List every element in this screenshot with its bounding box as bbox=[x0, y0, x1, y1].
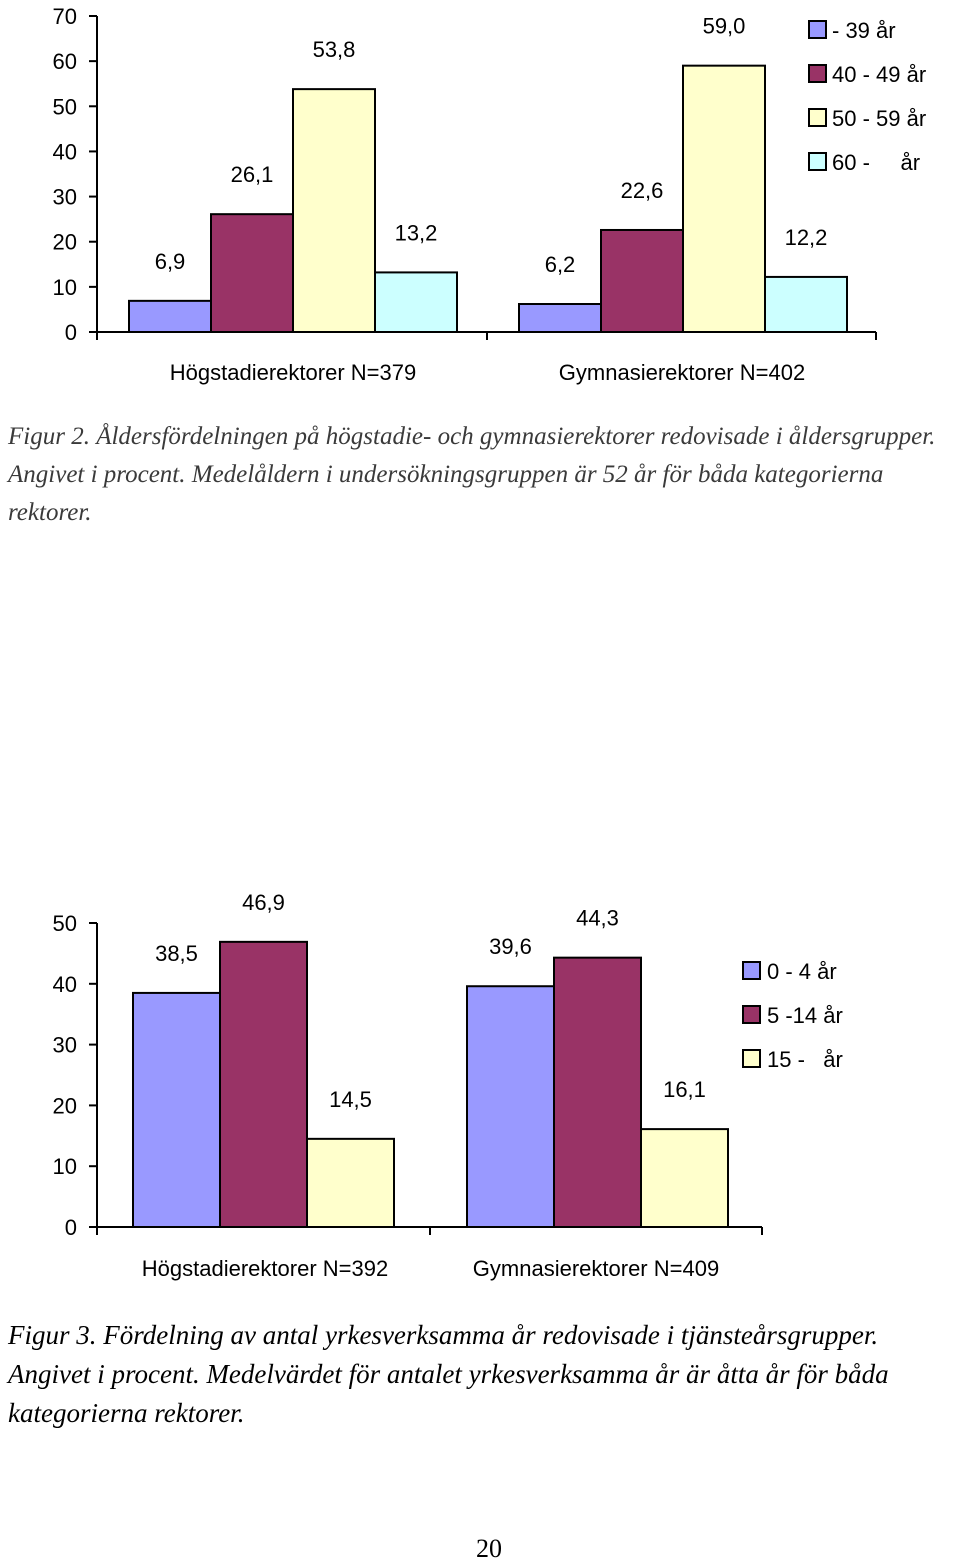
bar bbox=[306, 1137, 395, 1228]
legend-swatch bbox=[742, 1005, 761, 1024]
y-tick-label: 40 bbox=[53, 972, 77, 997]
data-label: 53,8 bbox=[313, 37, 356, 62]
y-tick-label: 50 bbox=[53, 911, 77, 936]
data-label: 44,3 bbox=[576, 906, 619, 931]
legend-swatch bbox=[808, 152, 827, 171]
bar bbox=[682, 64, 766, 334]
data-label: 26,1 bbox=[231, 162, 274, 187]
legend-swatch bbox=[808, 108, 827, 127]
bar bbox=[128, 299, 212, 334]
y-tick-label: 30 bbox=[53, 185, 77, 210]
bar bbox=[640, 1128, 729, 1228]
legend-label: 0 - 4 år bbox=[767, 959, 837, 984]
figure-3-caption: Figur 3. Fördelning av antal yrkesverksa… bbox=[8, 1320, 889, 1428]
data-label: 6,9 bbox=[155, 249, 186, 274]
bar bbox=[553, 956, 642, 1228]
bar bbox=[210, 213, 294, 333]
y-tick-label: 20 bbox=[53, 230, 77, 255]
data-label: 16,1 bbox=[663, 1077, 706, 1102]
category-label: Högstadierektorer N=392 bbox=[142, 1256, 388, 1281]
y-tick-label: 60 bbox=[53, 49, 77, 74]
data-label: 46,9 bbox=[242, 890, 285, 915]
y-tick-label: 50 bbox=[53, 94, 77, 119]
bar bbox=[764, 275, 848, 334]
data-label: 13,2 bbox=[395, 220, 438, 245]
y-tick-label: 70 bbox=[53, 4, 77, 29]
y-tick-label: 40 bbox=[53, 139, 77, 164]
page-number: 20 bbox=[476, 1534, 502, 1563]
y-tick-label: 30 bbox=[53, 1033, 77, 1058]
data-label: 39,6 bbox=[489, 934, 532, 959]
legend-label: 50 - 59 år bbox=[832, 106, 926, 131]
legend-label: 15 - år bbox=[767, 1047, 843, 1072]
data-label: 12,2 bbox=[785, 225, 828, 250]
category-label: Gymnasierektorer N=409 bbox=[473, 1256, 719, 1281]
bar bbox=[132, 991, 221, 1228]
data-label: 22,6 bbox=[621, 178, 664, 203]
y-tick-label: 20 bbox=[53, 1093, 77, 1118]
legend-label: 40 - 49 år bbox=[832, 62, 926, 87]
legend-swatch bbox=[808, 64, 827, 83]
category-label: Gymnasierektorer N=402 bbox=[559, 360, 805, 385]
bar bbox=[518, 303, 602, 333]
years-of-service-chart: 0 10 20 30 40 50 38,5 46,9 14,5 Högstadierektorer… bbox=[53, 890, 843, 1281]
y-tick-label: 10 bbox=[53, 275, 77, 300]
y-tick-label: 10 bbox=[53, 1154, 77, 1179]
y-tick-label: 0 bbox=[65, 320, 77, 345]
legend-label: 5 -14 år bbox=[767, 1003, 843, 1028]
bar bbox=[466, 985, 555, 1229]
legend-label: - 39 år bbox=[832, 18, 896, 43]
legend-label: 60 - år bbox=[832, 150, 920, 175]
data-label: 6,2 bbox=[545, 252, 576, 277]
bar bbox=[219, 940, 308, 1229]
bar bbox=[292, 88, 376, 334]
legend-swatch bbox=[742, 961, 761, 980]
data-label: 14,5 bbox=[329, 1087, 372, 1112]
data-label: 38,5 bbox=[155, 941, 198, 966]
legend-swatch bbox=[742, 1049, 761, 1068]
figure-2-caption: Figur 2. Åldersfördelningen på högstadie… bbox=[8, 423, 936, 526]
legend-swatch bbox=[808, 20, 827, 39]
bar bbox=[374, 271, 458, 334]
age-distribution-chart: 0 10 20 30 40 50 60 70 6,9 26,1 53,8 13,2 Högstadier… bbox=[53, 4, 927, 385]
y-tick-label: 0 bbox=[65, 1215, 77, 1240]
category-label: Högstadierektorer N=379 bbox=[170, 360, 416, 385]
data-label: 59,0 bbox=[703, 14, 746, 39]
bar bbox=[600, 228, 684, 333]
